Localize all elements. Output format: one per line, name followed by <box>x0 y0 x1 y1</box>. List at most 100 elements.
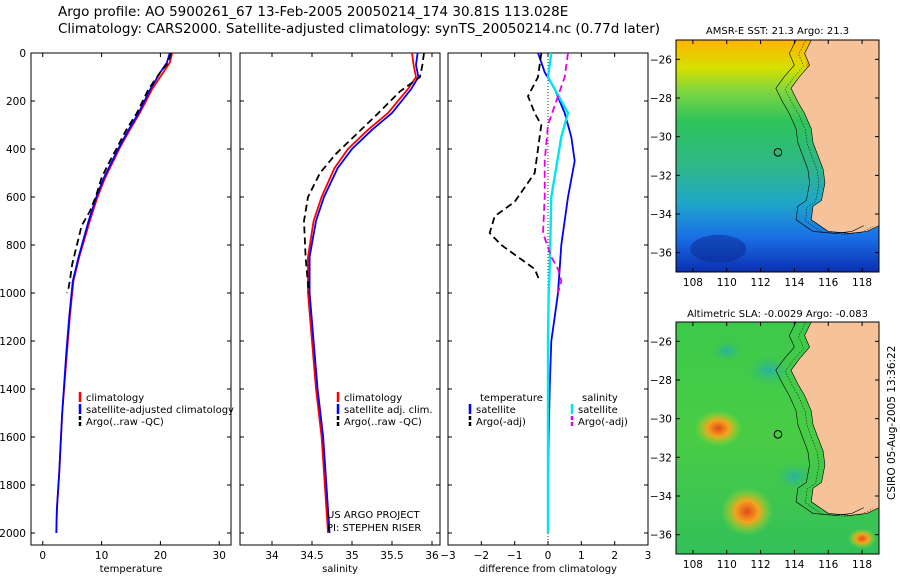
argo-position-marker <box>773 148 783 157</box>
argo-position-marker <box>773 430 783 439</box>
x-tick-label: 35 <box>345 550 358 562</box>
map-panel-1: 108 110 112 114 116 118 −26 −28 −30 −32 −34 −36 AMSR… <box>650 26 880 289</box>
series-group <box>55 53 174 534</box>
y-tick-label: −36 <box>650 248 672 260</box>
x-tick-label: 3 <box>645 550 652 562</box>
series-line-1 <box>307 53 417 534</box>
legend-label: Argo(-adj) <box>476 417 526 428</box>
legend-heading: salinity <box>582 393 618 404</box>
y-tick-label: 1800 <box>0 480 26 492</box>
x-tick-label: 118 <box>852 277 872 289</box>
x-tick-label: 34.5 <box>300 550 323 562</box>
legend-label: satellite-adjusted climatology <box>86 405 234 416</box>
x-tick-label: 116 <box>818 559 838 571</box>
y-tick-label: −28 <box>650 93 672 105</box>
x-tick-label: 30 <box>213 550 226 562</box>
x-tick-label: 112 <box>751 277 771 289</box>
legend-label: satellite <box>476 405 516 416</box>
project-name: US ARGO PROJECT <box>327 510 421 521</box>
series-line-2 <box>488 53 543 282</box>
x-tick-label: 110 <box>717 277 737 289</box>
x-tick-label: 108 <box>683 559 703 571</box>
map-title: AMSR-E SST: 21.3 Argo: 21.3 <box>706 26 849 37</box>
series-line-3 <box>546 53 570 533</box>
y-tick-label: 2000 <box>0 528 26 540</box>
sla-low-patch <box>708 339 745 363</box>
sla-low-patch <box>772 460 817 493</box>
y-tick-label: −30 <box>650 414 672 426</box>
x-tick-label: 110 <box>717 559 737 571</box>
plot-frame <box>239 52 441 546</box>
x-tick-label: 114 <box>784 559 804 571</box>
y-tick-label: −32 <box>650 452 672 464</box>
x-tick-label: 114 <box>784 277 804 289</box>
legend-label: climatology <box>86 393 144 404</box>
x-tick-label: 36 <box>425 550 439 562</box>
x-axis-label: temperature <box>100 564 163 575</box>
x-tick-label: −1 <box>507 550 522 562</box>
y-tick-label: −26 <box>650 54 672 66</box>
y-tick-label: 1400 <box>0 384 26 396</box>
legend-label: satellite adj. clim. <box>344 405 433 416</box>
series-line-4 <box>542 53 569 294</box>
x-tick-label: −2 <box>474 550 489 562</box>
project-pi: PI: STEPHEN RISER <box>327 523 421 534</box>
sla-high-patch <box>848 528 877 549</box>
sla-high-patch <box>694 410 743 447</box>
series-line-2 <box>55 53 171 534</box>
land-mass <box>790 322 879 516</box>
land-mass <box>790 40 879 234</box>
depth-contour <box>784 322 874 517</box>
depth-contour <box>784 40 874 235</box>
y-tick-label: 600 <box>6 192 26 204</box>
x-tick-label: 34 <box>265 550 279 562</box>
x-tick-label: 116 <box>818 277 838 289</box>
legend-label: Argo(..raw -QC) <box>344 417 422 428</box>
x-tick-label: 1 <box>578 550 585 562</box>
x-tick-label: 0 <box>39 550 46 562</box>
profile-panel-1: 0 10 20 30 0 200 400 600 800 1000 1200 1400 1600 1800… <box>0 48 234 575</box>
x-tick-label: 10 <box>95 550 108 562</box>
profile-panel-2: 34 34.5 35 35.5 36 salinity climatologysatelli… <box>239 52 441 575</box>
credit-stamp: CSIRO 05-Aug-2005 13:36:22 <box>886 346 898 500</box>
map-frame <box>675 39 880 273</box>
y-tick-label: 1600 <box>0 432 26 444</box>
legend-label: Argo(..raw -QC) <box>86 417 164 428</box>
y-tick-label: 0 <box>19 48 26 60</box>
legend-heading: temperature <box>480 393 543 404</box>
y-tick-label: −30 <box>650 132 672 144</box>
x-tick-label: 35.5 <box>380 550 403 562</box>
y-tick-label: 200 <box>6 96 26 108</box>
y-tick-label: 1000 <box>0 288 26 300</box>
x-tick-label: 108 <box>683 277 703 289</box>
depth-contour <box>775 322 864 516</box>
map-field <box>676 40 879 272</box>
x-tick-label: 2 <box>611 550 618 562</box>
profile-panel-3: −3 −2 −1 0 1 2 3 difference from climatology tem… <box>440 52 652 575</box>
figure-title-line2: Climatology: CARS2000. Satellite-adjuste… <box>58 21 661 37</box>
figure-title-line1: Argo profile: AO 5900261_67 13-Feb-2005 … <box>58 4 569 20</box>
x-tick-label: 20 <box>154 550 167 562</box>
y-tick-label: 400 <box>6 144 26 156</box>
y-tick-label: −34 <box>650 491 672 503</box>
sla-high-patch <box>721 487 774 536</box>
sla-low-patch <box>743 352 796 389</box>
series-group <box>488 53 576 533</box>
legend-label: satellite <box>578 405 618 416</box>
x-tick-label: −3 <box>440 550 455 562</box>
map-frame <box>675 321 880 555</box>
x-tick-label: 118 <box>852 559 872 571</box>
series-line-3 <box>303 53 425 294</box>
y-tick-label: −26 <box>650 336 672 348</box>
series-line-2 <box>308 53 420 534</box>
x-axis-label: difference from climatology <box>479 564 617 575</box>
y-tick-label: 1200 <box>0 336 26 348</box>
depth-contour <box>775 40 864 234</box>
series-group <box>303 53 425 534</box>
x-tick-label: 112 <box>751 559 771 571</box>
plot-frame <box>30 52 232 546</box>
map-panel-2: 108 110 112 114 116 118 −26 −28 −30 −32 −34 −36 Alti… <box>650 309 880 571</box>
map-title: Altimetric SLA: -0.0029 Argo: -0.083 <box>687 309 868 320</box>
